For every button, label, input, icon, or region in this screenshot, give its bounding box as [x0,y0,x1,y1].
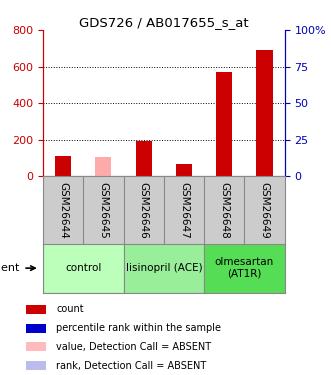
Bar [176,164,192,176]
Text: GSM26644: GSM26644 [58,182,68,238]
Text: value, Detection Call = ABSENT: value, Detection Call = ABSENT [56,342,212,352]
Bar [216,72,232,176]
Bar [204,244,285,292]
Text: GSM26645: GSM26645 [98,182,109,238]
Bar [257,50,273,176]
Text: GSM26648: GSM26648 [219,182,229,238]
Text: GSM26647: GSM26647 [179,182,189,238]
Text: lisinopril (ACE): lisinopril (ACE) [125,263,202,273]
Text: GSM26649: GSM26649 [260,182,269,238]
Text: rank, Detection Call = ABSENT: rank, Detection Call = ABSENT [56,361,207,370]
Text: control: control [65,263,102,273]
Title: GDS726 / AB017655_s_at: GDS726 / AB017655_s_at [79,16,249,29]
Bar [136,141,152,176]
Text: count: count [56,304,84,314]
Bar [95,157,112,176]
Bar [123,244,204,292]
Text: percentile rank within the sample: percentile rank within the sample [56,323,221,333]
Bar [26,361,46,370]
Bar [26,324,46,333]
Bar [43,244,123,292]
Text: GSM26646: GSM26646 [139,182,149,238]
Text: agent: agent [0,263,20,273]
Bar [26,342,46,351]
Bar [55,156,71,176]
Bar [26,305,46,314]
Text: olmesartan
(AT1R): olmesartan (AT1R) [215,257,274,279]
